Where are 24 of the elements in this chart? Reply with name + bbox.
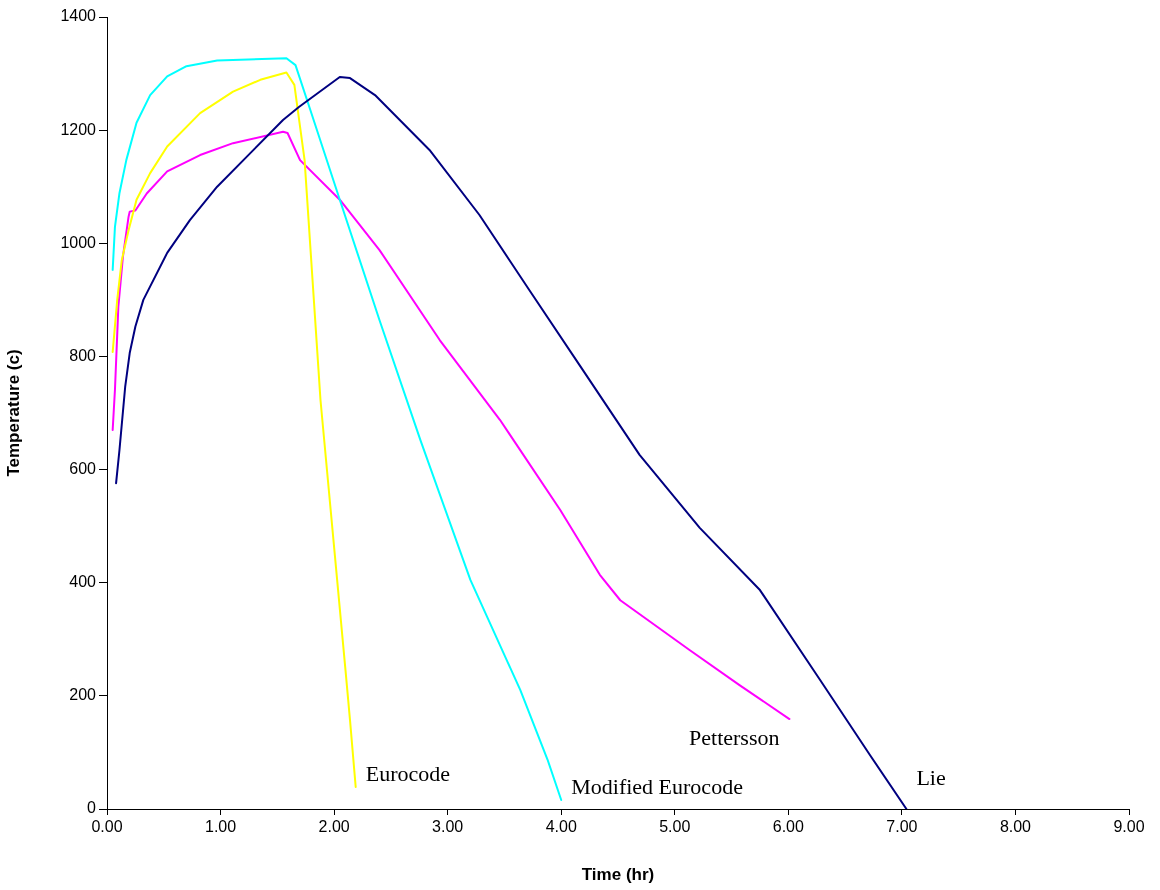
- series-label: Pettersson: [689, 724, 780, 750]
- y-tick-label: 0: [87, 799, 97, 817]
- x-tick-label: 8.00: [999, 818, 1032, 836]
- x-tick-label: 4.00: [545, 818, 577, 836]
- y-axis-title: Temperature (c): [3, 349, 23, 477]
- series-label: Modified Eurocode: [571, 773, 743, 799]
- x-tick-label: 1.00: [204, 818, 237, 836]
- x-tick-label: 0.00: [91, 818, 123, 836]
- x-tick-label: 7.00: [886, 818, 918, 836]
- x-tick-label: 3.00: [432, 818, 464, 836]
- y-tick-label: 1000: [60, 233, 97, 251]
- y-tick-label: 400: [69, 573, 97, 591]
- x-tick-label: 9.00: [1113, 818, 1145, 836]
- y-tick-label: 200: [69, 686, 97, 704]
- series-label: Lie: [916, 764, 946, 790]
- x-tick-label: 5.00: [659, 818, 691, 836]
- series-label: Eurocode: [365, 760, 450, 786]
- y-tick-label: 1200: [60, 120, 97, 138]
- y-tick-label: 800: [69, 346, 97, 364]
- y-tick-label: 600: [69, 459, 97, 477]
- x-axis-title: Time (hr): [581, 865, 655, 885]
- x-tick-label: 2.00: [318, 818, 350, 836]
- y-tick-label: 1400: [60, 7, 97, 25]
- x-tick-label: 6.00: [772, 818, 805, 836]
